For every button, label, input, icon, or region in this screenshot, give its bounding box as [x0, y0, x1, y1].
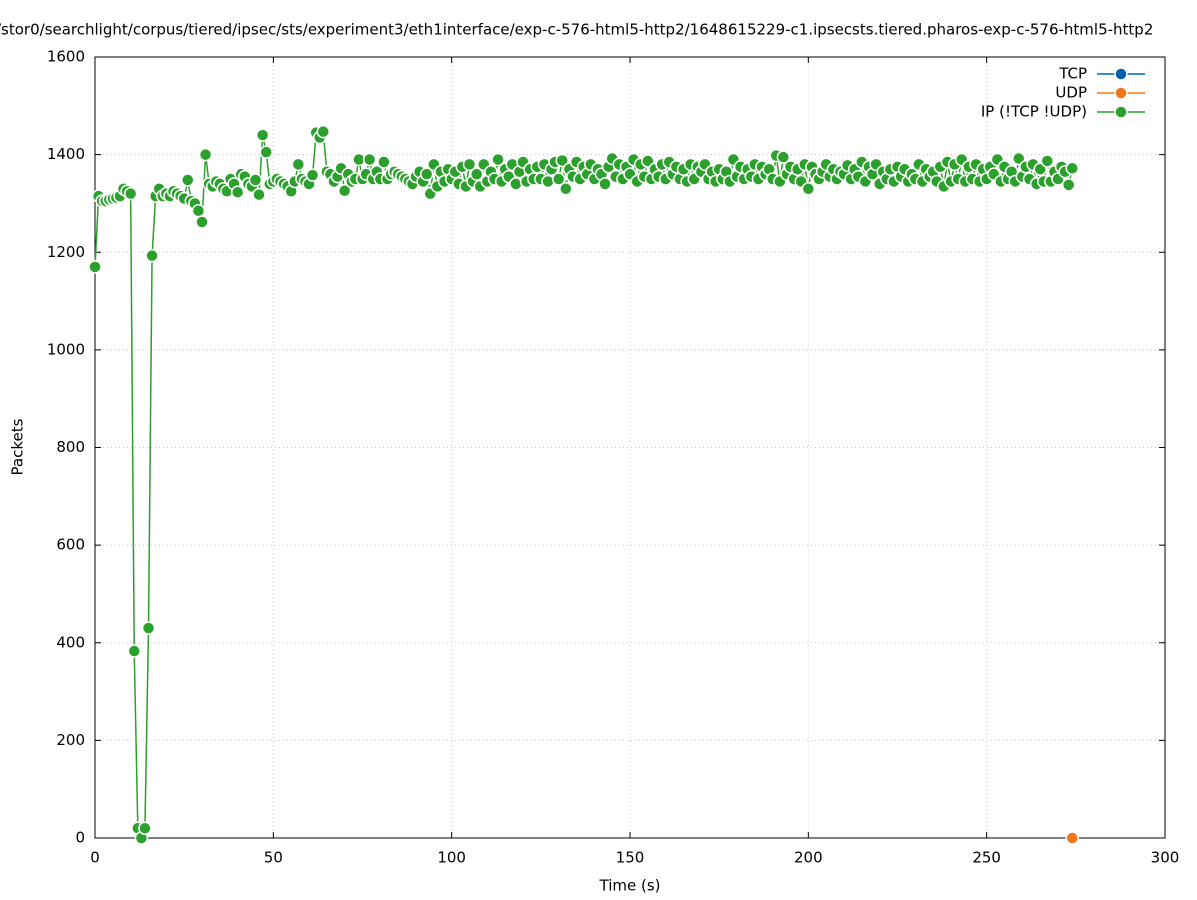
x-tick-label: 100: [437, 849, 466, 867]
data-point: [1065, 831, 1080, 845]
data-point: [145, 248, 159, 263]
y-tick-label: 1000: [47, 340, 85, 358]
data-point: [255, 128, 270, 142]
data-point: [337, 183, 352, 198]
data-point: [127, 644, 141, 658]
y-tick-label: 1600: [47, 48, 85, 66]
y-tick-label: 400: [56, 633, 85, 651]
legend-marker: [1114, 67, 1128, 81]
x-tick-label: 300: [1151, 849, 1180, 867]
data-point: [195, 215, 209, 229]
legend-marker: [1114, 86, 1128, 100]
data-point: [377, 155, 391, 169]
legend-label: TCP: [1058, 65, 1087, 83]
x-tick-label: 0: [90, 849, 100, 867]
data-point: [419, 167, 434, 181]
y-tick-label: 0: [75, 829, 85, 847]
x-tick-label: 150: [616, 849, 645, 867]
data-point: [123, 186, 138, 201]
y-tick-label: 200: [56, 731, 85, 749]
legend-label: IP (!TCP !UDP): [981, 103, 1087, 121]
data-point: [252, 187, 266, 202]
y-tick-label: 600: [56, 536, 85, 554]
data-point: [316, 124, 331, 139]
legend-marker: [1114, 105, 1128, 119]
data-point: [362, 152, 377, 167]
data-point: [776, 150, 791, 164]
data-point: [559, 182, 573, 196]
legend-label: UDP: [1055, 84, 1087, 102]
y-tick-label: 800: [56, 438, 85, 456]
data-point: [141, 621, 156, 635]
data-point: [491, 152, 505, 167]
data-point: [259, 145, 273, 159]
data-point: [551, 172, 566, 186]
data-point: [469, 167, 484, 181]
x-tick-label: 200: [794, 849, 823, 867]
data-point: [462, 157, 477, 172]
data-point: [305, 168, 320, 182]
data-point: [1061, 178, 1076, 192]
y-axis-label: Packets: [9, 418, 27, 475]
data-point: [230, 185, 245, 199]
data-point: [1065, 161, 1080, 176]
y-tick-label: 1200: [47, 243, 85, 261]
x-tick-label: 250: [972, 849, 1001, 867]
data-point: [88, 260, 102, 274]
y-tick-label: 1400: [47, 145, 85, 163]
data-point: [598, 177, 612, 191]
chart-title: /stor0/searchlight/corpus/tiered/ipsec/s…: [0, 21, 1153, 39]
data-point: [180, 173, 195, 187]
data-point: [191, 204, 206, 218]
data-point: [198, 147, 213, 162]
data-point: [138, 821, 152, 835]
plot-border: [94, 56, 1166, 839]
data-point: [801, 182, 816, 196]
data-point: [1040, 154, 1055, 168]
data-point: [291, 157, 306, 172]
x-axis-label: Time (s): [599, 877, 661, 895]
data-point: [248, 173, 263, 187]
x-tick-label: 50: [264, 849, 283, 867]
data-point: [555, 153, 569, 168]
